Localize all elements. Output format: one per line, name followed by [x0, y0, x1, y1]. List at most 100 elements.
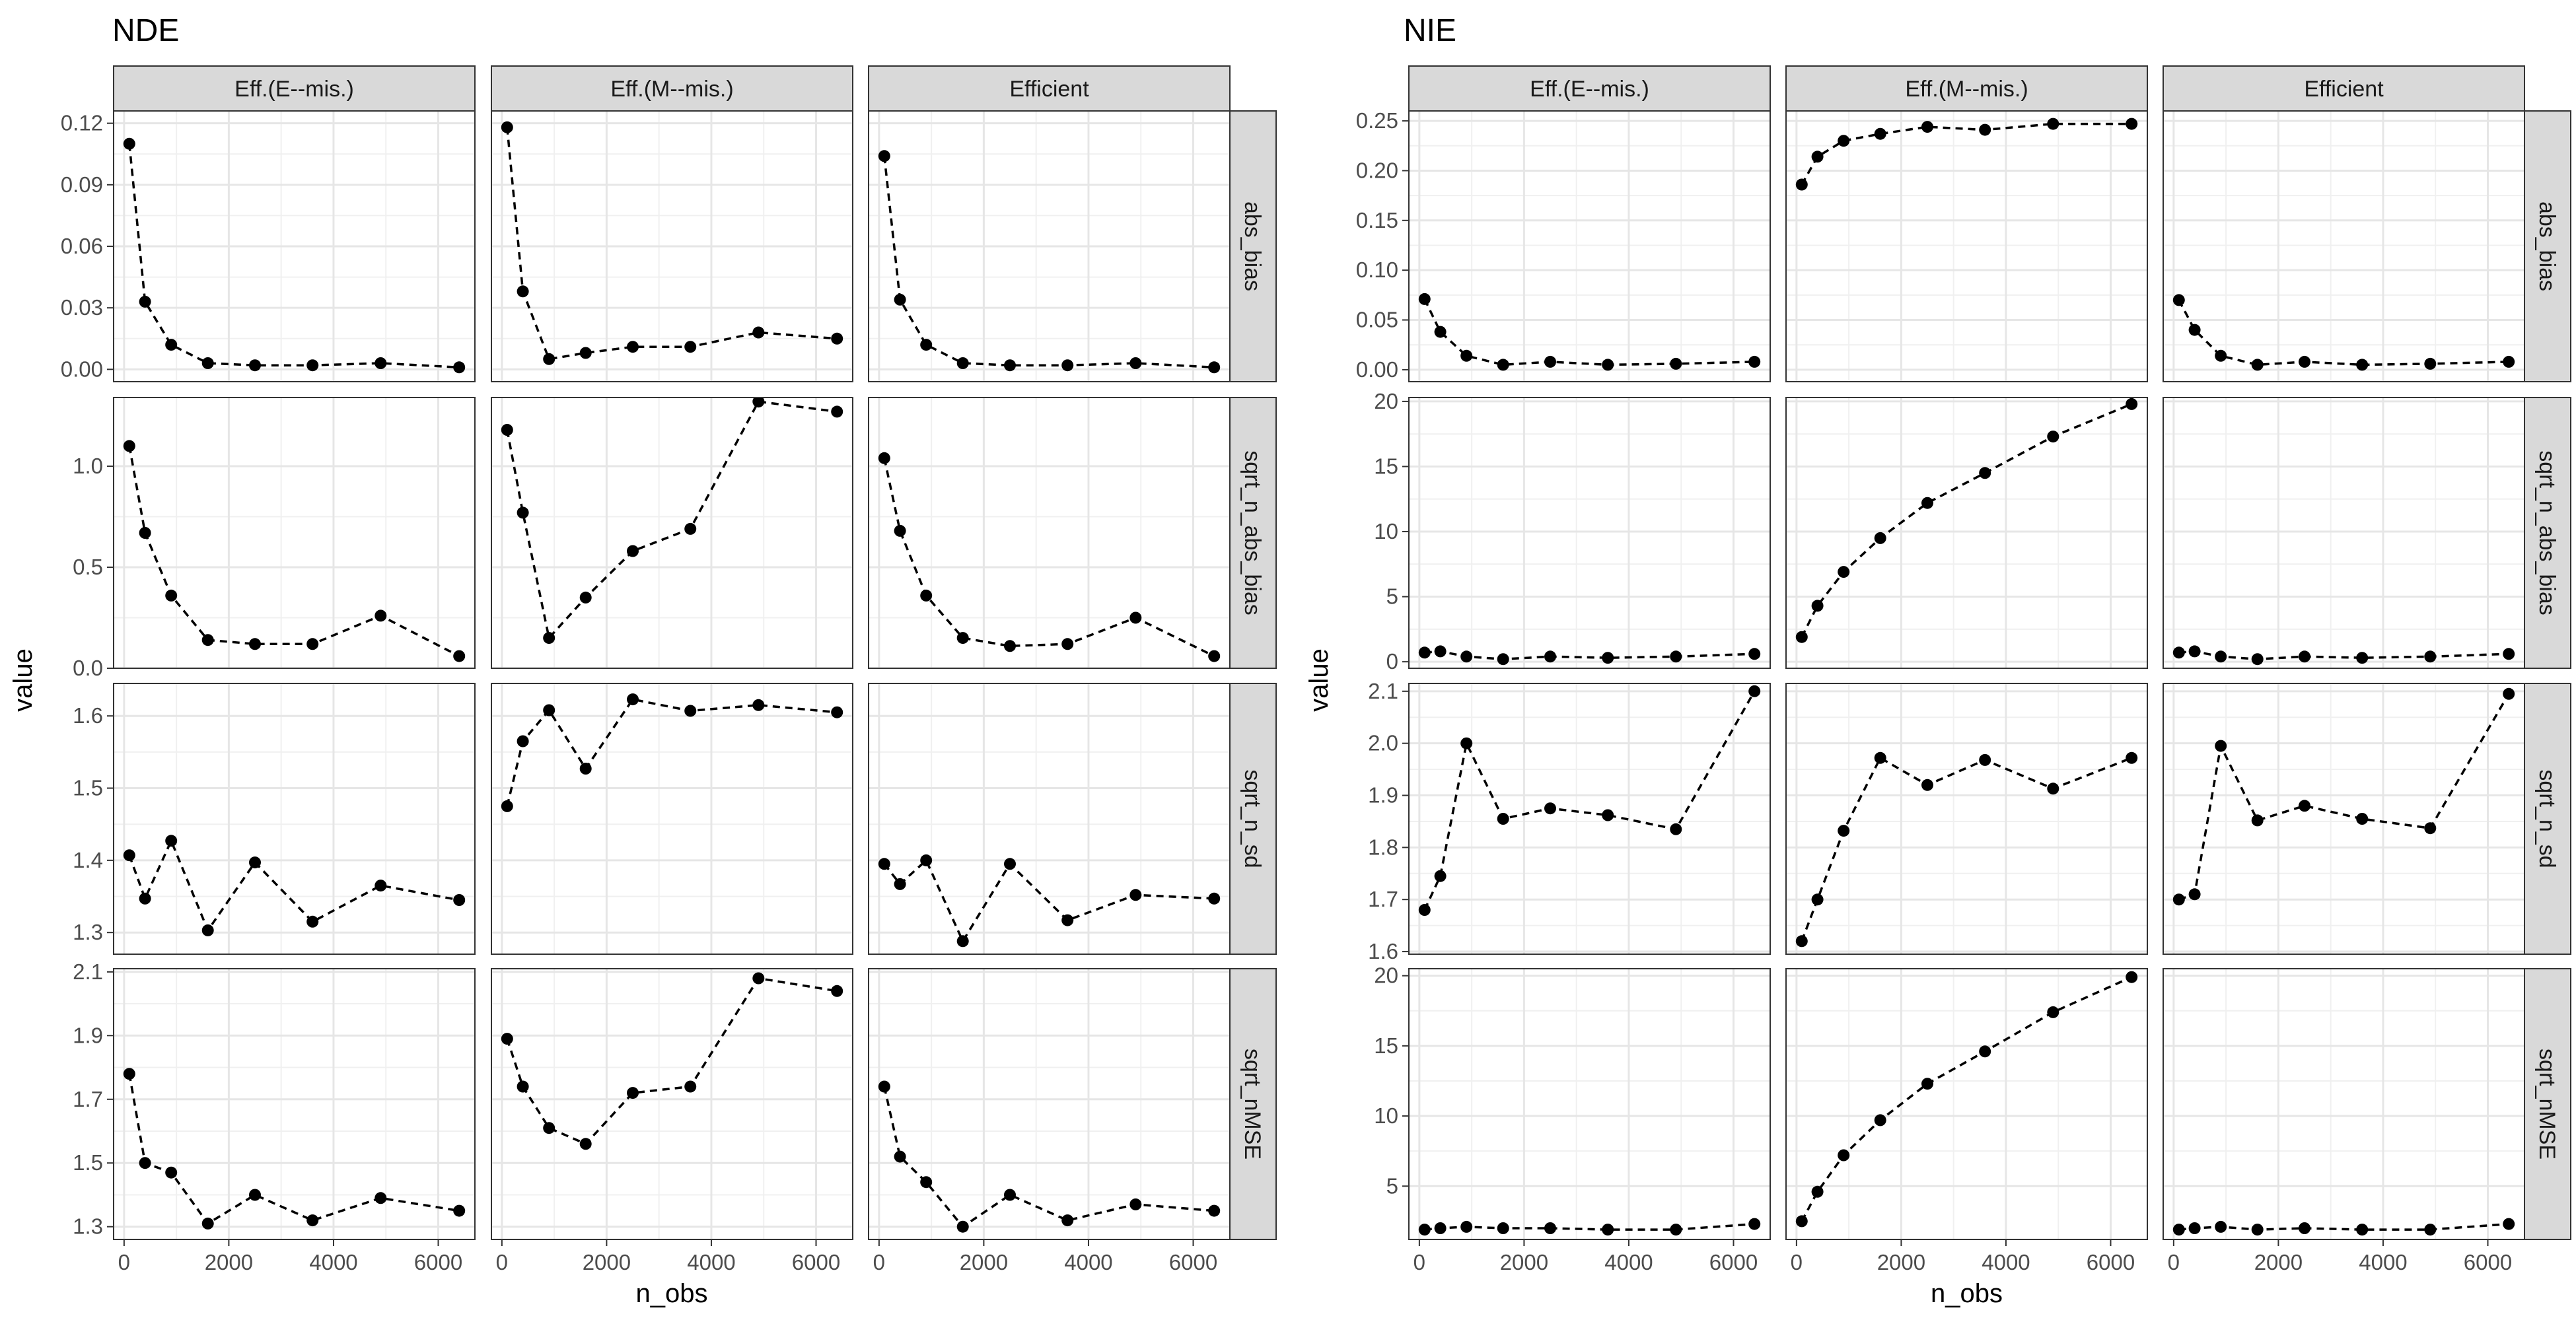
data-point — [1061, 914, 1074, 926]
data-point — [249, 638, 261, 650]
nde-rowstrip-label-sqrt-n-sd: sqrt_n_sd — [1240, 769, 1265, 868]
data-point — [249, 856, 261, 869]
series-line — [2178, 650, 2509, 660]
panel-border — [113, 110, 476, 382]
xtick-label: 6000 — [414, 1250, 462, 1274]
panel-background — [114, 969, 475, 1239]
data-point — [201, 634, 214, 646]
data-point — [1004, 640, 1016, 652]
nie-strip-eff-e-mis — [1408, 65, 1771, 112]
nde-ytick-label: 0.00 — [61, 357, 103, 381]
data-point — [1129, 357, 1142, 369]
xtick-label: 4000 — [309, 1250, 357, 1274]
series-eff-e-mis — [123, 835, 466, 936]
nde-panel-sqrt-n-abs-bias-eff-e-mis — [113, 397, 476, 670]
data-point — [1460, 737, 1473, 749]
data-point — [249, 359, 261, 372]
data-point — [2172, 294, 2185, 306]
data-point — [752, 326, 765, 339]
panel-border — [1408, 968, 1771, 1240]
data-point — [1979, 123, 1991, 136]
nde-ytick-label: 1.6 — [73, 703, 103, 728]
data-point — [1795, 1215, 1808, 1228]
panel-background — [491, 683, 853, 954]
panel-border — [868, 683, 1231, 955]
data-point — [1979, 1045, 1991, 1058]
data-point — [1602, 652, 1614, 664]
data-point — [1497, 653, 1509, 666]
data-point — [1129, 611, 1142, 624]
nie-panel-sqrt-n-abs-bias-efficient — [2163, 397, 2525, 669]
data-point — [543, 704, 555, 716]
nie-ytick-label: 2.1 — [1368, 679, 1398, 703]
data-point — [1129, 889, 1142, 901]
nde-ytick-label: 0.06 — [61, 234, 103, 258]
data-point — [517, 506, 529, 519]
data-point — [1979, 753, 1991, 766]
data-point — [894, 1150, 906, 1163]
series-efficient — [878, 150, 1221, 374]
nie-y-axis-title: value — [1305, 648, 1334, 712]
nie-strip-label-eff-e-mis: Eff.(E--mis.) — [1530, 77, 1649, 102]
nie-ytick-label: 15 — [1374, 1033, 1398, 1058]
nie-panel-abs-bias-efficient — [2163, 110, 2525, 382]
data-point — [543, 632, 555, 644]
nie-ytick-label: 5 — [1386, 1173, 1398, 1198]
nde-ytick-label: 0.5 — [73, 555, 103, 579]
data-point — [684, 522, 697, 535]
data-point — [627, 1087, 639, 1099]
nie-rowstrip-label-sqrt-n-sd: sqrt_n_sd — [2534, 769, 2559, 868]
series-line — [1424, 1222, 1755, 1231]
nde-rowstrip-label-sqrt-nmse: sqrt_nMSE — [1240, 1049, 1265, 1160]
data-point — [517, 1080, 529, 1093]
data-point — [1497, 359, 1509, 371]
panel-background — [1786, 111, 2147, 382]
data-point — [2172, 893, 2185, 906]
nde-rowstrip-sqrt-n-sd — [1229, 683, 1277, 955]
data-point — [2356, 359, 2369, 371]
series-eff-m-mis — [501, 972, 843, 1150]
series-line — [2178, 693, 2510, 901]
data-point — [2503, 1218, 2515, 1230]
data-point — [1460, 650, 1473, 663]
data-point — [878, 858, 890, 870]
series-eff-e-mis — [123, 137, 466, 374]
series-efficient — [878, 452, 1221, 662]
data-point — [306, 638, 319, 650]
nde-panel-sqrt-nmse-eff-e-mis: 0 2000 4000 6000 — [113, 968, 476, 1274]
data-point — [831, 706, 843, 718]
data-point — [1544, 355, 1556, 368]
data-point — [956, 632, 969, 644]
data-point — [1874, 751, 1886, 764]
nie-strip-label-eff-m-mis: Eff.(M--mis.) — [1905, 77, 2028, 102]
data-point — [831, 332, 843, 345]
series-line — [1801, 403, 2132, 638]
data-point — [2047, 431, 2059, 443]
data-point — [2356, 813, 2369, 825]
data-point — [1670, 650, 1682, 663]
series-line — [506, 400, 838, 641]
data-point — [1208, 892, 1221, 905]
nde-x-axis-title: n_obs — [636, 1279, 708, 1308]
series-eff-e-mis — [1418, 293, 1761, 371]
panel-border — [868, 968, 1231, 1240]
data-point — [920, 589, 933, 602]
data-point — [123, 137, 135, 150]
panel-border — [1408, 683, 1771, 955]
data-point — [1544, 1222, 1556, 1234]
data-point — [1004, 359, 1016, 372]
data-point — [752, 398, 765, 408]
nie-ytick-label: 0.05 — [1356, 308, 1398, 332]
data-point — [579, 347, 592, 359]
data-point — [1602, 1224, 1614, 1236]
data-point — [2215, 1220, 2227, 1233]
nde-ytick-label: 1.5 — [73, 776, 103, 800]
nie-x-axis-title: n_obs — [1931, 1279, 2003, 1308]
nie-ytick-label: 5 — [1386, 584, 1398, 609]
series-efficient — [878, 854, 1221, 948]
nie-ytick-label: 0.15 — [1356, 208, 1398, 232]
nde-ytick-label: 0.09 — [61, 172, 103, 197]
data-point — [1129, 1198, 1142, 1210]
nde-ytick-label: 0.03 — [61, 295, 103, 320]
panel-background — [114, 683, 475, 954]
